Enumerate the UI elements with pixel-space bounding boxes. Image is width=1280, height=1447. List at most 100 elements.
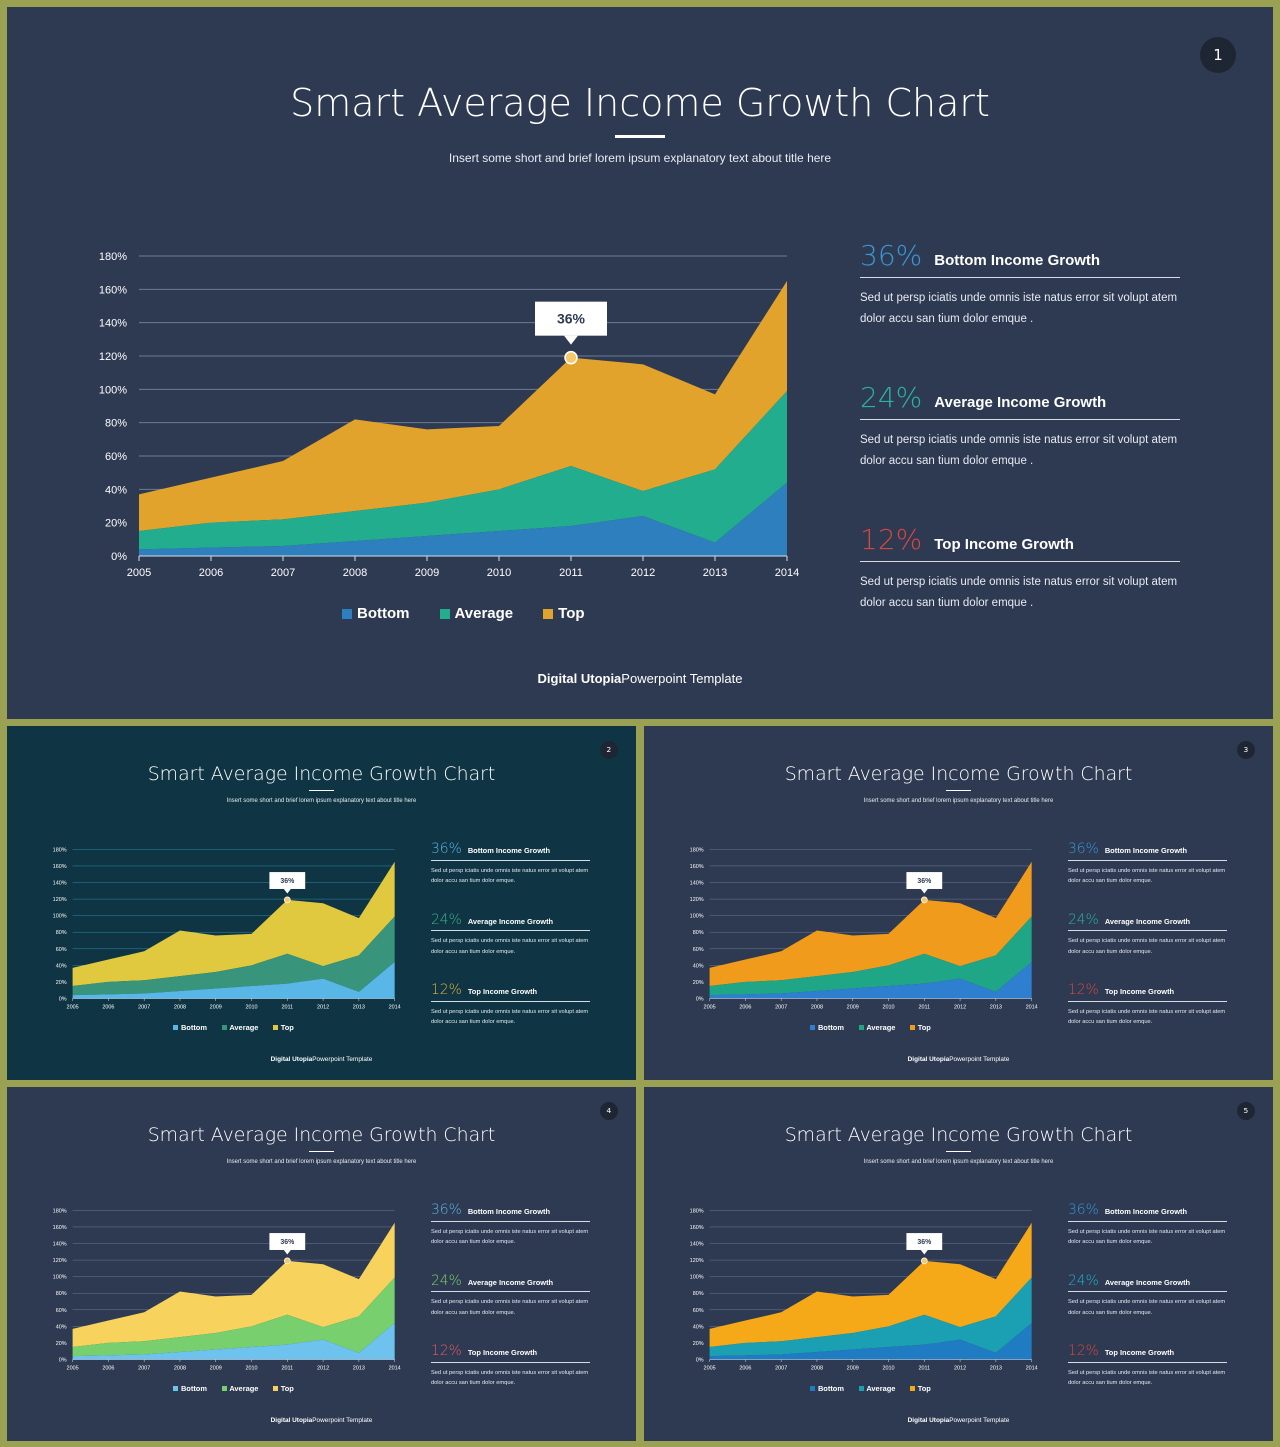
y-tick-label: 0%: [59, 997, 67, 1003]
x-tick-label: 2013: [990, 1005, 1002, 1011]
legend-swatch: [173, 1386, 179, 1392]
stat-header: 24% Average Income Growth: [430, 1272, 590, 1293]
slide-number-badge: 5: [1236, 1101, 1255, 1120]
stat-2: 24% Average Income Growth Sed ut persp ici…: [860, 381, 1180, 472]
x-tick-label: 2007: [138, 1366, 150, 1372]
slide-3: 3 Smart Average Income Growth Chart Insert…: [644, 726, 1273, 1080]
legend-item-bottom: Bottom: [173, 1384, 207, 1393]
legend-label: Bottom: [180, 1023, 207, 1033]
stat-header: 12% Top Income Growth: [430, 982, 590, 1002]
x-tick-label: 2011: [918, 1366, 930, 1372]
slide-2: 2 Smart Average Income Growth Chart Insert…: [7, 726, 636, 1080]
callout-label: 36%: [280, 1239, 294, 1246]
y-tick-label: 0%: [111, 551, 127, 563]
y-tick-label: 40%: [105, 484, 127, 496]
slide-subtitle: Insert some short and brief lorem ipsum …: [863, 1158, 1054, 1165]
stat-header: 12% Top Income Growth: [1067, 982, 1227, 1002]
legend-swatch: [221, 1025, 227, 1031]
area-series-bottom: [72, 1323, 395, 1360]
callout-marker: [920, 896, 928, 904]
x-tick-label: 2007: [775, 1366, 787, 1372]
y-tick-label: 140%: [53, 881, 67, 887]
area-series-bottom: [139, 482, 787, 556]
slide-title: Smart Average Income Growth Chart: [147, 762, 496, 785]
x-tick-label: 2013: [353, 1005, 365, 1011]
stat-label: Top Income Growth: [467, 987, 538, 997]
stat-header: 24% Average Income Growth: [430, 912, 590, 932]
y-tick-label: 80%: [56, 931, 67, 937]
legend-label: Average: [229, 1023, 259, 1033]
x-tick-label: 2013: [703, 567, 727, 579]
stat-label: Average Income Growth: [467, 916, 554, 926]
stat-label: Bottom Income Growth: [467, 846, 551, 856]
legend-item-average: Average: [858, 1023, 895, 1032]
legend-swatch: [273, 1386, 279, 1392]
area-series-top: [72, 1223, 395, 1348]
y-tick-label: 120%: [53, 1258, 67, 1264]
x-tick-label: 2009: [415, 567, 439, 579]
callout-box: [269, 1233, 306, 1251]
slide-footer: Digital UtopiaPowerpoint Template: [7, 1056, 636, 1063]
title-underline: [309, 1150, 335, 1153]
y-tick-label: 80%: [56, 1292, 67, 1298]
x-tick-label: 2008: [343, 567, 367, 579]
footer-brand: Digital Utopia: [270, 1417, 313, 1424]
stat-3: 12% Top Income Growth Sed ut persp iciatis…: [430, 982, 590, 1027]
y-tick-label: 20%: [693, 980, 704, 986]
footer-text: Powerpoint Template: [949, 1056, 1010, 1063]
x-tick-label: 2005: [704, 1005, 716, 1011]
x-tick-label: 2010: [245, 1005, 257, 1011]
y-tick-label: 180%: [99, 251, 127, 263]
legend-label: Bottom: [817, 1023, 844, 1033]
callout-box: [535, 301, 607, 336]
slide-1: 1 Smart Average Income Growth Chart Insert…: [7, 7, 1273, 719]
slide-number-badge: 4: [599, 1101, 618, 1120]
legend-item-top: Top: [273, 1384, 294, 1393]
stat-label: Average Income Growth: [467, 1277, 554, 1287]
footer-brand: Digital Utopia: [270, 1056, 313, 1063]
x-tick-label: 2006: [102, 1366, 114, 1372]
y-tick-label: 40%: [56, 1325, 67, 1331]
y-tick-label: 160%: [99, 284, 127, 296]
x-tick-label: 2006: [739, 1366, 751, 1372]
legend-swatch: [543, 608, 554, 619]
x-tick-label: 2013: [990, 1366, 1002, 1372]
callout-pointer: [283, 889, 291, 894]
stat-percent: 12%: [1067, 982, 1099, 999]
stat-description: Sed ut persp iciatis unde omnis iste nat…: [1067, 1299, 1226, 1316]
y-tick-label: 60%: [693, 947, 704, 953]
stat-percent: 36%: [1067, 1202, 1099, 1219]
callout-pointer: [920, 1250, 928, 1255]
stat-header: 24% Average Income Growth: [1067, 912, 1227, 932]
x-tick-label: 2012: [317, 1366, 329, 1372]
area-series-top: [709, 862, 1032, 987]
slide-subtitle: Insert some short and brief lorem ipsum …: [863, 797, 1054, 804]
stat-2: 24% Average Income Growth Sed ut persp ici…: [430, 1272, 590, 1318]
stat-percent: 24%: [430, 1272, 462, 1289]
area-series-bottom: [709, 962, 1032, 999]
slide-title: Smart Average Income Growth Chart: [147, 1123, 496, 1146]
footer-brand: Digital Utopia: [907, 1056, 950, 1063]
callout-marker: [283, 1257, 291, 1265]
area-series-top: [72, 862, 395, 987]
legend-swatch: [221, 1386, 227, 1392]
area-chart: 0% 20% 40% 60% 80% 100% 120% 140% 160% 180% 2005 20…: [690, 1209, 1038, 1372]
y-tick-label: 0%: [59, 1358, 67, 1364]
stat-description: Sed ut persp iciatis unde omnis iste nat…: [430, 1299, 589, 1316]
footer-text: Powerpoint Template: [949, 1417, 1010, 1424]
stat-label: Top Income Growth: [934, 536, 1074, 553]
stat-percent: 24%: [860, 381, 923, 414]
callout-box: [269, 872, 306, 890]
stat-percent: 12%: [430, 1343, 462, 1360]
stat-2: 24% Average Income Growth Sed ut persp ici…: [1067, 1273, 1227, 1318]
legend-label: Average: [229, 1384, 259, 1394]
y-tick-label: 180%: [53, 1209, 67, 1215]
y-tick-label: 120%: [53, 897, 67, 903]
stat-2: 24% Average Income Growth Sed ut persp ici…: [1067, 912, 1227, 957]
slide-number-badge: 1: [1200, 37, 1236, 73]
legend-swatch: [173, 1025, 179, 1031]
y-tick-label: 100%: [690, 914, 704, 920]
area-series-top: [139, 281, 787, 531]
x-tick-label: 2011: [559, 567, 583, 579]
legend-swatch: [910, 1025, 916, 1031]
